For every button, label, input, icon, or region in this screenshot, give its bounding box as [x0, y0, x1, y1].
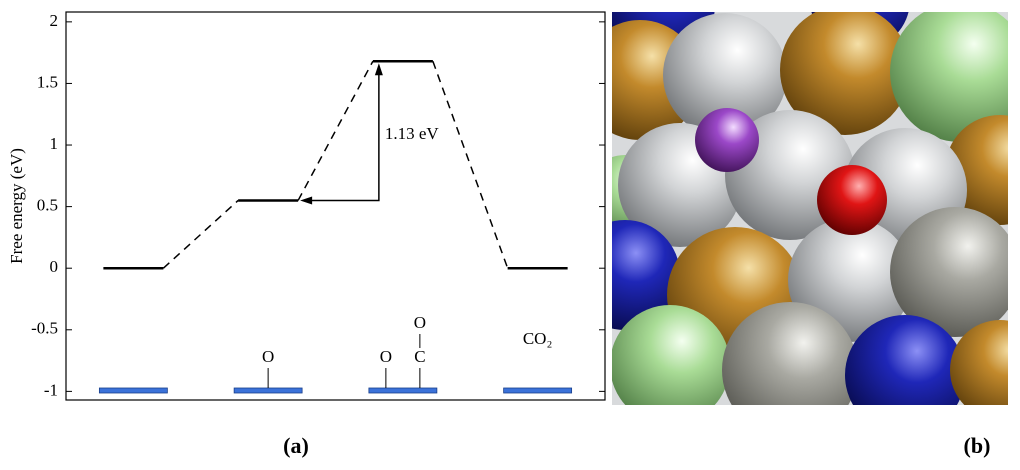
figure: (a) (b) -1 -0.5 0 0.5 1 1.5 2 Free energy (eV) O… [0, 0, 1020, 465]
annotation: 1.13 eV [385, 124, 440, 143]
y-tick-label: 1 [50, 134, 59, 153]
y-tick-label: 0.5 [37, 196, 58, 215]
y-tick-label: 0 [50, 257, 59, 276]
transition [163, 200, 238, 268]
y-axis-label: Free energy (eV) [7, 148, 26, 264]
transition [298, 61, 373, 200]
adsorbate-label: O [262, 347, 274, 366]
barrier-arrow [308, 71, 379, 200]
adsorbate-label: CO₂ [523, 329, 553, 348]
adsorbate-label: O [380, 347, 392, 366]
transition [433, 61, 508, 268]
panel-label: (a) [283, 433, 309, 458]
arrow-head [375, 63, 383, 75]
y-tick-label: 2 [50, 11, 59, 30]
adsorbate-label: C [414, 347, 425, 366]
y-tick-label: -0.5 [31, 319, 58, 338]
y-tick-label: 1.5 [37, 72, 58, 91]
atom-render [570, 0, 1020, 438]
surface [369, 388, 437, 393]
y-tick-label: -1 [44, 380, 58, 399]
surface [504, 388, 572, 393]
adsorbate-label: O [414, 313, 426, 332]
panel-label: (b) [964, 433, 991, 458]
arrow-head [300, 196, 312, 204]
surface [234, 388, 302, 393]
surface [99, 388, 167, 393]
